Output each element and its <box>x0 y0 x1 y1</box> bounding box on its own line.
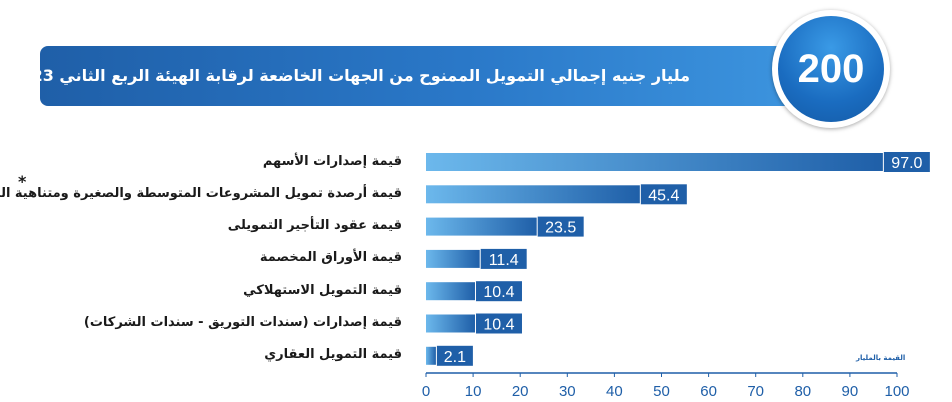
bar-5 <box>426 314 475 333</box>
x-tick-label-1: 10 <box>465 383 482 400</box>
bar-1 <box>426 185 640 204</box>
value-label-3: 11.4 <box>489 252 519 269</box>
x-tick-label-4: 40 <box>606 383 623 400</box>
value-label-5: 10.4 <box>483 317 514 334</box>
value-label-bg-0 <box>883 152 930 172</box>
x-tick-label-8: 80 <box>794 383 811 400</box>
value-label-bg-1 <box>640 184 687 205</box>
title-banner: مليار جنيه إجمالي التمويل الممنوح من الج… <box>9 46 810 106</box>
total-badge-value: 200 <box>778 16 884 122</box>
value-label-bg-4 <box>475 281 522 302</box>
category-label-6: قيمة التمويل العقاري <box>264 347 402 362</box>
total-badge: 200 <box>772 10 890 128</box>
value-label-0: 97.0 <box>891 155 922 172</box>
bar-0 <box>426 153 883 171</box>
value-label-1: 45.4 <box>648 187 679 204</box>
category-label-0: قيمة إصدارات الأسهم <box>262 154 402 169</box>
value-label-bg-5 <box>475 313 522 334</box>
category-label-4: قيمة التمويل الاستهلاكي <box>243 283 402 298</box>
x-tick-label-6: 60 <box>700 383 717 400</box>
footnote-marker: * <box>18 172 27 191</box>
unit-note: القيمة بالمليار <box>856 354 906 362</box>
value-label-4: 10.4 <box>483 284 514 301</box>
bar-3 <box>426 249 480 268</box>
x-tick-label-3: 30 <box>559 383 576 400</box>
value-label-bg-6 <box>436 345 473 366</box>
x-tick-label-7: 70 <box>747 383 764 400</box>
category-label-5: قيمة إصدارات (سندات التوريق - سندات الشر… <box>83 315 402 330</box>
x-tick-label-10: 100 <box>884 383 909 400</box>
bar-6 <box>426 346 436 365</box>
x-tick-label-2: 20 <box>512 383 529 400</box>
x-tick-label-5: 50 <box>653 383 670 400</box>
bar-2 <box>426 217 537 236</box>
category-label-2: قيمة عقود التأجير التمويلى <box>227 218 402 233</box>
value-label-2: 23.5 <box>545 220 576 237</box>
value-label-bg-3 <box>480 248 527 269</box>
x-tick-label-0: 0 <box>422 383 430 400</box>
category-label-1: قيمة أرصدة تمويل المشروعات المتوسطة والص… <box>0 186 402 201</box>
x-tick-label-9: 90 <box>842 383 859 400</box>
chart-title: مليار جنيه إجمالي التمويل الممنوح من الج… <box>9 66 690 85</box>
bar-4 <box>426 282 475 301</box>
value-label-bg-2 <box>537 216 584 237</box>
category-label-3: قيمة الأوراق المخصمة <box>259 250 402 265</box>
value-label-6: 2.1 <box>444 349 466 366</box>
